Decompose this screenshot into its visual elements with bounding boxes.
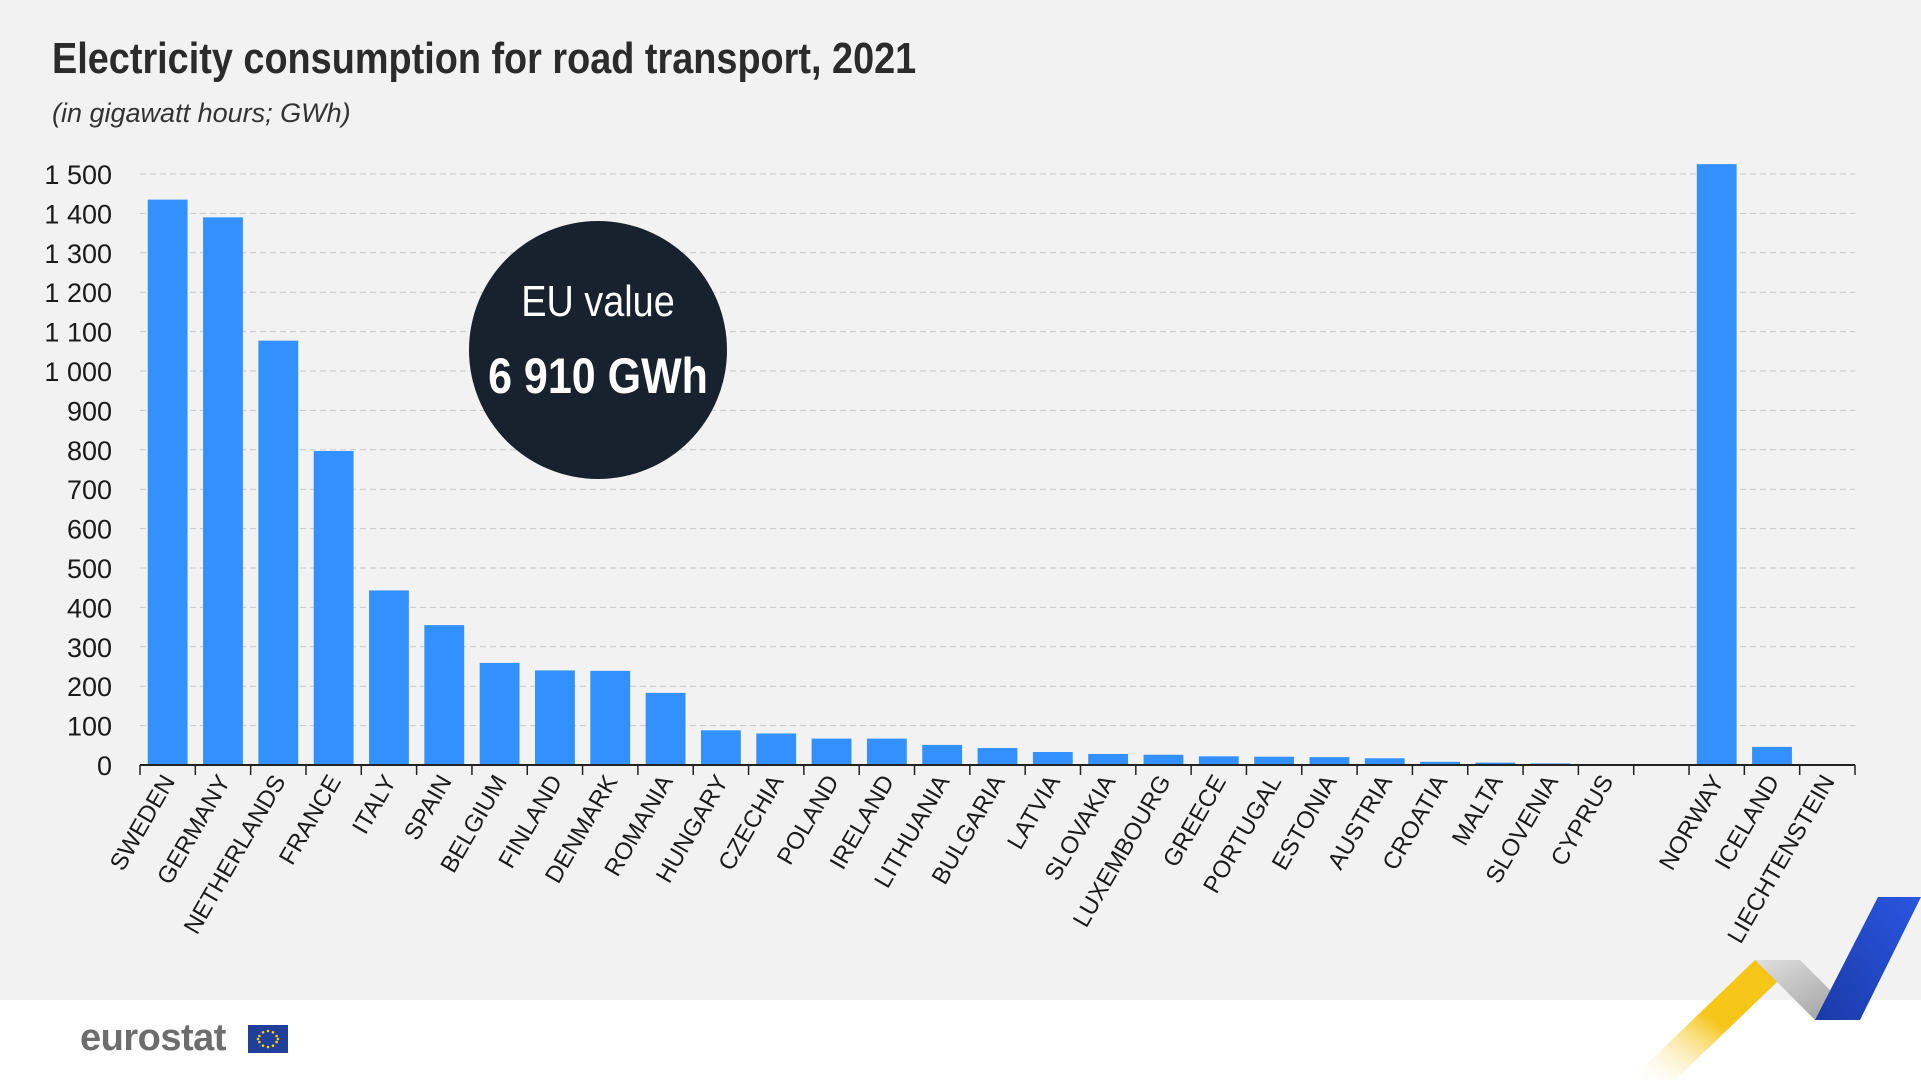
bar bbox=[866, 738, 907, 765]
bar bbox=[645, 692, 686, 765]
x-category-label: ITALY bbox=[347, 771, 402, 839]
bar bbox=[1254, 756, 1295, 765]
bar bbox=[147, 199, 188, 766]
y-tick-label: 1 200 bbox=[44, 278, 112, 308]
y-tick-label: 900 bbox=[67, 396, 112, 426]
eurostat-logo: eurostat bbox=[80, 1017, 226, 1059]
bar bbox=[1420, 761, 1460, 765]
bar bbox=[1752, 746, 1792, 765]
bar bbox=[1088, 753, 1129, 765]
bar bbox=[479, 662, 520, 765]
chart-title: Electricity consumption for road transpo… bbox=[52, 34, 917, 83]
eu-value-label: EU value bbox=[521, 277, 675, 326]
eu-value-amount: 6 910 GWh bbox=[488, 348, 708, 404]
bar-chart: 0 100 200 300 400 500 600 700 800 900 1 000 1 100 1 … bbox=[44, 160, 1856, 948]
bar bbox=[977, 748, 1018, 765]
bar bbox=[313, 450, 354, 765]
y-tick-label: 100 bbox=[67, 712, 112, 742]
footer-bar bbox=[0, 1000, 1921, 1080]
bar bbox=[1032, 751, 1073, 765]
bar bbox=[535, 670, 575, 765]
bar bbox=[1143, 754, 1184, 765]
y-tick-label: 700 bbox=[67, 475, 112, 505]
bar bbox=[700, 730, 741, 765]
bar bbox=[922, 744, 963, 765]
bar bbox=[258, 340, 299, 765]
y-tick-label: 600 bbox=[67, 515, 112, 545]
eu-flag-icon bbox=[248, 1025, 288, 1053]
y-tick-label: 1 300 bbox=[44, 239, 112, 269]
y-tick-label: 400 bbox=[67, 593, 112, 623]
bar bbox=[1309, 757, 1350, 765]
y-tick-label: 800 bbox=[67, 436, 112, 466]
bar bbox=[1475, 762, 1516, 765]
bar bbox=[1198, 756, 1239, 765]
y-tick-label: 1 000 bbox=[44, 357, 112, 387]
bar bbox=[756, 733, 797, 765]
bar bbox=[203, 217, 243, 766]
x-category-label: SPAIN bbox=[399, 771, 458, 845]
y-tick-label: 1 400 bbox=[44, 199, 112, 229]
bar bbox=[424, 625, 465, 765]
y-tick-label: 300 bbox=[67, 633, 112, 663]
x-category-label: MALTA bbox=[1447, 771, 1509, 851]
y-tick-label: 1 100 bbox=[44, 318, 112, 348]
y-tick-label: 500 bbox=[67, 554, 112, 584]
eu-value-badge: EU value 6 910 GWh bbox=[469, 221, 727, 479]
bar bbox=[590, 670, 631, 765]
corner-decoration-icon bbox=[1630, 897, 1921, 1080]
y-tick-label: 0 bbox=[97, 751, 112, 781]
bar bbox=[369, 590, 409, 765]
y-tick-label: 1 500 bbox=[44, 160, 112, 190]
y-tick-label: 200 bbox=[67, 672, 112, 702]
chart-subtitle: (in gigawatt hours; GWh) bbox=[52, 98, 351, 128]
bar bbox=[1696, 164, 1737, 765]
bar bbox=[811, 738, 852, 765]
bar bbox=[1364, 758, 1405, 765]
